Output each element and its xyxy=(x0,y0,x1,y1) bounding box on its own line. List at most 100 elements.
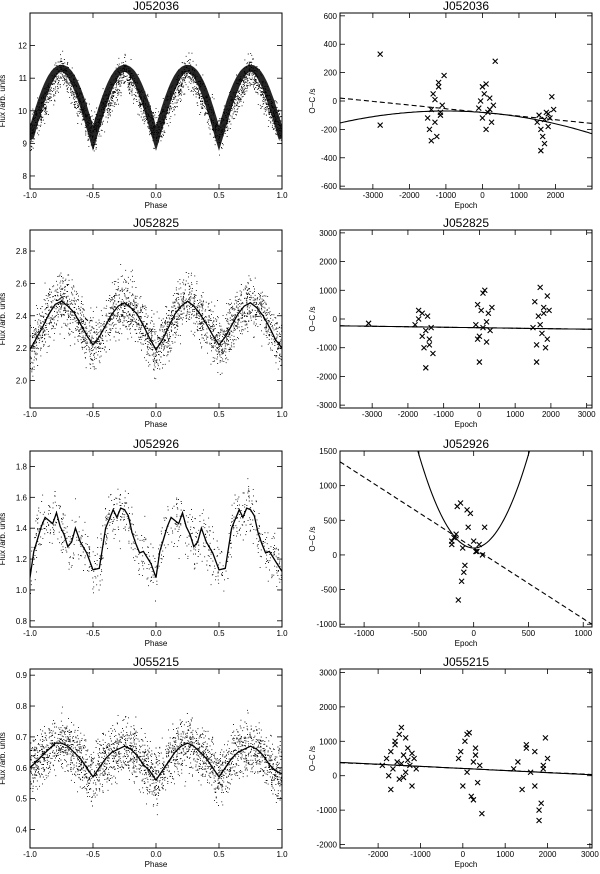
timing-point xyxy=(474,336,481,342)
timing-point xyxy=(426,126,433,133)
timing-point xyxy=(385,772,392,779)
timing-point xyxy=(540,304,547,311)
x-tick-label: -1.0 xyxy=(23,629,37,638)
timing-point xyxy=(537,284,544,291)
plot-area xyxy=(30,50,282,156)
y-tick-label: 1000 xyxy=(319,286,337,295)
timing-point xyxy=(426,336,433,342)
timing-point xyxy=(413,765,420,772)
timing-point xyxy=(457,748,464,755)
y-tick-label: 1000 xyxy=(319,482,337,491)
x-tick-label: -1.0 xyxy=(23,850,37,859)
plot-area xyxy=(340,51,592,154)
timing-point xyxy=(476,359,483,365)
y-tick-label: 9 xyxy=(23,139,28,148)
timing-point xyxy=(476,762,483,769)
timing-point xyxy=(486,106,493,113)
timing-point xyxy=(536,807,542,814)
panel-title: J052036 xyxy=(443,0,489,13)
timing-point xyxy=(460,569,467,576)
timing-point xyxy=(458,578,465,585)
panel-3: J052825 -3000 -2000 -1000 0 1000 2000 3000 -3000… xyxy=(308,216,596,429)
y-tick-label: 0.9 xyxy=(16,671,28,680)
timing-point xyxy=(411,755,418,762)
timing-point xyxy=(478,307,485,314)
y-axis-label: O−C /s xyxy=(308,306,317,331)
x-axis-label: Epoch xyxy=(455,860,478,869)
y-axis-label: Flux /arb. units xyxy=(0,513,7,565)
timing-point xyxy=(531,298,538,305)
x-tick-label: -1000 xyxy=(436,191,457,200)
timing-point xyxy=(387,748,394,755)
x-axis-label: Phase xyxy=(145,420,168,429)
y-tick-label: 1000 xyxy=(319,737,337,746)
x-tick-label: 1.0 xyxy=(276,191,288,200)
plot-area xyxy=(340,724,592,824)
y-tick-label: 1.6 xyxy=(16,493,28,502)
y-tick-label: -2000 xyxy=(317,841,338,850)
timing-point xyxy=(472,321,479,328)
timing-point xyxy=(402,769,409,776)
timing-point xyxy=(426,341,433,348)
y-axis-label: O−C /s xyxy=(308,746,317,771)
timing-point xyxy=(488,119,495,126)
y-tick-label: 2.8 xyxy=(16,247,28,256)
y-tick-label: 11 xyxy=(19,74,28,83)
panel-title: J052825 xyxy=(443,216,489,230)
timing-point xyxy=(483,126,489,133)
timing-point xyxy=(387,786,394,793)
timing-point xyxy=(462,562,468,569)
y-tick-label: -600 xyxy=(321,182,338,191)
x-tick-label: 2000 xyxy=(539,850,557,859)
y-tick-label: -1000 xyxy=(317,806,338,815)
x-axis-label: Phase xyxy=(145,639,168,648)
timing-point xyxy=(468,793,475,800)
axes-frame xyxy=(339,12,593,190)
axes-frame xyxy=(29,229,283,409)
y-tick-label: 2.2 xyxy=(16,344,28,353)
x-tick-label: 0.0 xyxy=(150,410,162,419)
timing-point xyxy=(542,734,549,741)
axes-frame xyxy=(29,12,283,190)
x-tick-label: -1000 xyxy=(433,410,454,419)
model-curve xyxy=(30,742,282,782)
y-tick-label: 8 xyxy=(23,172,28,181)
y-tick-label: 2.4 xyxy=(16,312,28,321)
timing-point xyxy=(538,800,545,807)
timing-point xyxy=(435,83,442,90)
timing-point xyxy=(474,548,480,555)
timing-point xyxy=(441,72,447,79)
timing-point xyxy=(404,745,411,752)
timing-point xyxy=(448,541,455,548)
axes-frame xyxy=(339,668,593,849)
x-tick-label: -1000 xyxy=(410,850,431,859)
x-tick-label: -0.5 xyxy=(86,191,100,200)
dashed-fit-line xyxy=(340,97,592,124)
y-tick-label: 10 xyxy=(18,107,27,116)
timing-point xyxy=(531,783,538,789)
timing-point xyxy=(400,752,407,758)
timing-point xyxy=(546,307,552,314)
y-tick-label: 1.4 xyxy=(16,524,28,533)
y-tick-label: 600 xyxy=(324,12,338,21)
timing-point xyxy=(457,500,464,506)
timing-point xyxy=(465,524,472,531)
panel-6: J055215 -1.0 -0.5 0.0 0.5 1.0 0.4 0.5 0.6 0.7 0.8 0… xyxy=(0,655,288,869)
timing-point xyxy=(541,140,548,147)
timing-point xyxy=(530,324,536,331)
y-tick-label: -1000 xyxy=(317,620,338,629)
model-curve xyxy=(30,300,282,351)
timing-point xyxy=(402,734,409,741)
timing-point xyxy=(536,817,542,824)
y-tick-label: 2000 xyxy=(319,258,337,267)
y-tick-label: 0 xyxy=(333,97,338,106)
y-axis-label: Flux /arb. units xyxy=(0,75,7,127)
timing-point xyxy=(483,339,490,345)
timing-point xyxy=(474,301,481,308)
y-tick-label: 0.7 xyxy=(16,733,28,742)
timing-point xyxy=(464,769,470,776)
x-tick-label: -1000 xyxy=(354,629,375,638)
plot-area xyxy=(30,478,282,602)
timing-point xyxy=(419,310,426,317)
